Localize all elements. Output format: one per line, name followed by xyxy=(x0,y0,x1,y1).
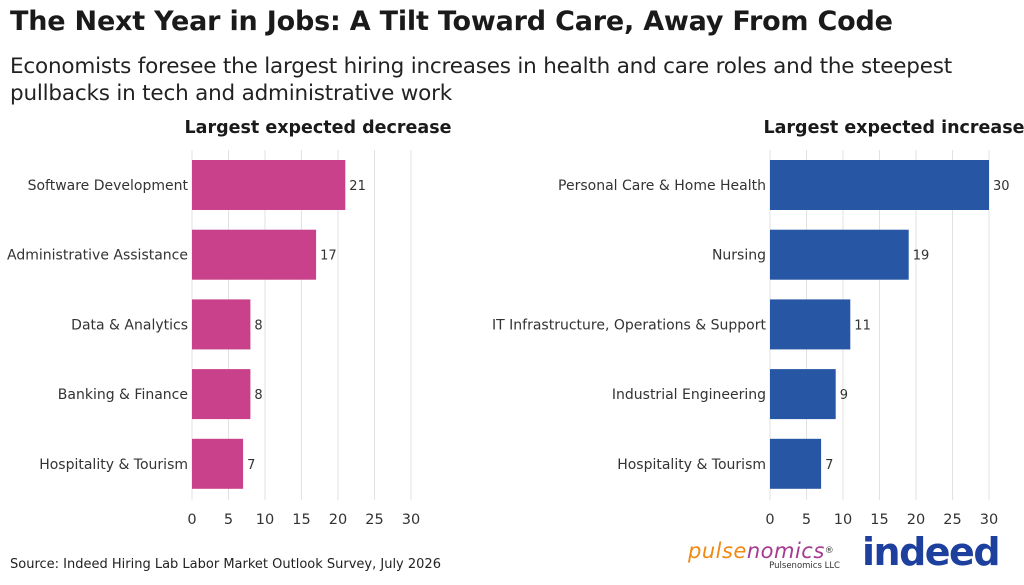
category-label: Industrial Engineering xyxy=(612,387,766,403)
pulsenomics-logo-part1: pulse xyxy=(688,539,747,563)
data-label: 8 xyxy=(254,388,262,403)
category-label: IT Infrastructure, Operations & Support xyxy=(492,317,766,333)
pulsenomics-logo: pulsenomics® Pulsenomics LLC xyxy=(688,539,848,571)
x-tick-label: 0 xyxy=(187,512,196,528)
source-note: Source: Indeed Hiring Lab Labor Market O… xyxy=(10,557,441,572)
x-tick-label: 5 xyxy=(802,512,811,528)
data-label: 8 xyxy=(254,318,262,333)
bar xyxy=(192,369,251,420)
x-tick-label: 25 xyxy=(943,512,961,528)
data-label: 9 xyxy=(840,388,848,403)
category-label: Software Development xyxy=(28,178,189,194)
bar xyxy=(770,438,822,489)
x-tick-label: 20 xyxy=(329,512,347,528)
x-tick-label: 10 xyxy=(256,512,274,528)
bar xyxy=(770,369,836,420)
bar xyxy=(192,299,251,350)
pulsenomics-logo-part2: nomics xyxy=(746,539,825,563)
category-label: Data & Analytics xyxy=(71,317,188,333)
bar xyxy=(192,160,346,210)
x-tick-label: 20 xyxy=(907,512,925,528)
bar xyxy=(770,160,989,210)
data-label: 21 xyxy=(349,179,366,194)
x-tick-label: 30 xyxy=(980,512,998,528)
x-tick-label: 5 xyxy=(224,512,233,528)
chart-title: The Next Year in Jobs: A Tilt Toward Car… xyxy=(10,6,893,37)
x-tick-label: 25 xyxy=(365,512,383,528)
bar xyxy=(770,299,851,350)
pulsenomics-llc: Pulsenomics LLC xyxy=(769,561,840,571)
category-label: Personal Care & Home Health xyxy=(558,178,766,194)
data-label: 7 xyxy=(825,458,833,473)
category-label: Hospitality & Tourism xyxy=(39,457,188,473)
data-label: 19 xyxy=(913,249,930,264)
data-label: 7 xyxy=(247,458,255,473)
indeed-logo: indeed xyxy=(862,530,1001,574)
bar xyxy=(192,438,244,489)
bar xyxy=(192,229,317,280)
x-tick-label: 0 xyxy=(765,512,774,528)
data-label: 30 xyxy=(993,179,1010,194)
category-label: Banking & Finance xyxy=(58,387,188,403)
x-tick-label: 15 xyxy=(292,512,310,528)
panel-title: Largest expected decrease xyxy=(184,118,451,138)
data-label: 11 xyxy=(854,318,871,333)
x-tick-label: 30 xyxy=(402,512,420,528)
category-label: Administrative Assistance xyxy=(7,248,188,264)
category-label: Nursing xyxy=(712,248,766,264)
bar xyxy=(770,229,909,280)
data-label: 17 xyxy=(320,249,337,264)
panel-title: Largest expected increase xyxy=(763,118,1024,138)
registered-mark: ® xyxy=(824,546,835,556)
x-tick-label: 10 xyxy=(834,512,852,528)
category-label: Hospitality & Tourism xyxy=(617,457,766,473)
x-tick-label: 15 xyxy=(870,512,888,528)
chart-subtitle: Economists foresee the largest hiring in… xyxy=(10,54,952,106)
